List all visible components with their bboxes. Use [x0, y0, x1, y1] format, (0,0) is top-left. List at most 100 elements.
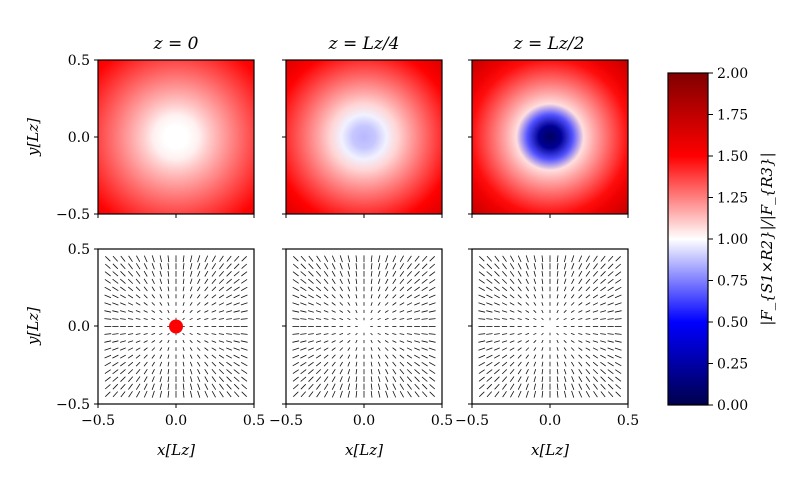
field-arrow: [414, 286, 420, 292]
field-arrow: [233, 278, 240, 284]
field-arrow: [127, 333, 134, 335]
field-arrow: [501, 347, 508, 351]
field-arrow: [197, 390, 201, 398]
field-arrow: [308, 369, 314, 375]
field-arrow: [167, 263, 170, 270]
xtick-right-2: 0.5: [617, 413, 639, 429]
field-arrow: [406, 286, 413, 292]
field-arrow: [331, 347, 336, 351]
field-arrow: [112, 391, 118, 398]
field-arrow: [421, 286, 428, 292]
field-arrow: [347, 263, 350, 270]
field-arrow: [182, 309, 185, 314]
field-arrow: [112, 255, 118, 262]
quiver-panel-z0: [97, 248, 255, 405]
field-arrow: [127, 354, 134, 359]
colorbar-tick-label: 0.00: [717, 398, 748, 414]
field-arrow: [541, 369, 544, 375]
field-arrow: [578, 376, 583, 383]
field-arrow: [339, 310, 344, 313]
field-arrow: [509, 340, 515, 343]
field-arrow: [525, 263, 529, 270]
field-arrow: [585, 347, 591, 351]
field-arrow: [370, 294, 373, 299]
field-arrow: [570, 340, 575, 343]
field-arrow: [414, 383, 420, 390]
field-arrow: [292, 347, 300, 351]
field-arrow: [112, 310, 119, 313]
field-arrow: [104, 271, 111, 277]
field-arrow: [501, 376, 508, 383]
field-arrow: [292, 263, 299, 269]
field-arrow: [428, 302, 436, 306]
field-arrow: [517, 361, 522, 367]
field-arrow: [533, 383, 536, 390]
field-arrow: [525, 270, 529, 277]
heatmap-fill-z0: [98, 60, 254, 214]
field-arrow: [218, 347, 225, 351]
field-arrow: [385, 383, 389, 390]
field-arrow: [315, 340, 322, 343]
field-arrow: [324, 391, 329, 398]
field-arrow: [292, 354, 300, 359]
colorbar-tick-label: 0.75: [717, 274, 748, 290]
field-arrow: [509, 333, 515, 335]
field-arrow: [421, 294, 428, 299]
field-arrow: [240, 354, 248, 359]
field-arrow: [615, 362, 622, 367]
field-arrow: [501, 278, 508, 284]
xtick-left-0: −0.5: [81, 413, 115, 429]
field-arrow: [501, 354, 508, 359]
field-arrow: [517, 310, 522, 313]
field-arrow: [493, 340, 500, 343]
field-arrow: [607, 376, 614, 382]
field-arrow: [233, 376, 240, 382]
field-arrow: [300, 310, 307, 313]
field-arrow: [323, 286, 329, 292]
field-arrow: [112, 340, 119, 343]
field-arrow: [509, 383, 515, 390]
field-arrow: [399, 294, 405, 299]
field-arrow: [308, 278, 314, 284]
xlabel-left: x[Lz]: [157, 441, 195, 459]
field-arrow: [541, 302, 544, 306]
field-arrow: [563, 302, 567, 306]
field-arrow: [218, 361, 225, 367]
field-arrow: [105, 256, 111, 262]
field-arrow: [414, 361, 420, 367]
field-arrow: [127, 318, 134, 320]
field-arrow: [112, 354, 119, 359]
field-arrow: [143, 333, 148, 335]
field-arrow: [385, 361, 389, 367]
field-arrow: [167, 309, 170, 314]
field-arrow: [112, 376, 119, 382]
field-arrow: [104, 340, 112, 343]
field-arrow: [378, 376, 381, 383]
field-arrow: [347, 383, 350, 390]
field-arrow: [241, 369, 248, 374]
field-arrow: [104, 376, 111, 382]
field-arrow: [167, 302, 170, 306]
field-arrow: [533, 294, 537, 299]
field-arrow: [486, 278, 493, 284]
xlabel-mid: x[Lz]: [345, 441, 383, 459]
field-arrow: [347, 390, 350, 398]
field-arrow: [167, 390, 170, 398]
top-ytick-1: 0.0: [68, 130, 90, 146]
field-arrow: [347, 278, 351, 285]
field-arrow: [428, 318, 436, 320]
field-arrow: [167, 339, 170, 344]
field-arrow: [494, 278, 500, 284]
field-arrow: [293, 256, 299, 262]
field-arrow: [240, 310, 248, 313]
field-arrow: [494, 302, 500, 306]
field-arrow: [190, 270, 193, 277]
field-arrow: [600, 340, 607, 343]
field-arrow: [585, 294, 591, 299]
field-arrow: [112, 369, 119, 375]
field-arrow: [120, 354, 126, 359]
field-arrow: [315, 278, 322, 284]
field-arrow: [143, 302, 148, 306]
field-arrow: [226, 391, 232, 398]
field-arrow: [533, 270, 536, 277]
